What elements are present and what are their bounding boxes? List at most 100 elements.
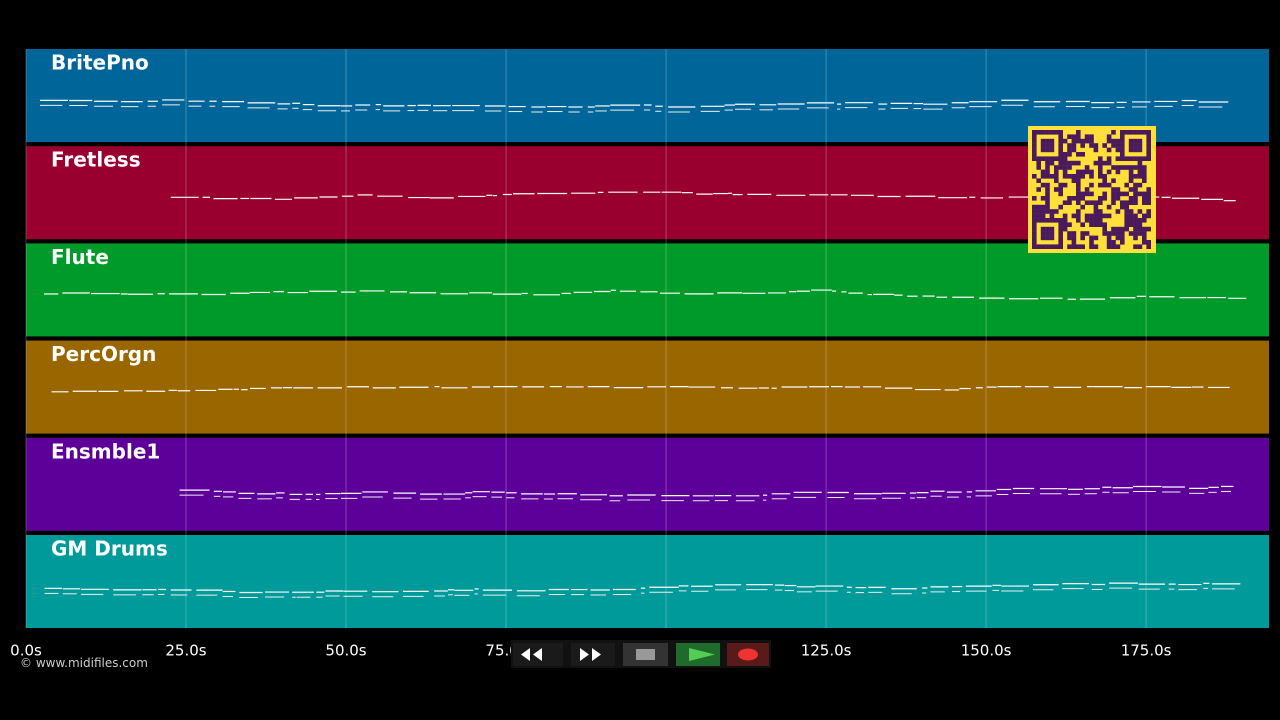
qr-cell (1115, 196, 1121, 201)
qr-cell (1032, 213, 1037, 219)
qr-cell (1133, 143, 1138, 148)
copyright: © www.midifiles.com (20, 656, 148, 670)
qr-cell (1067, 200, 1072, 205)
qr-cell (1080, 222, 1085, 227)
qr-cell (1120, 156, 1125, 161)
qr-cell (1106, 231, 1112, 236)
qr-cell (1124, 182, 1129, 188)
qr-cell (1133, 244, 1138, 249)
qr-cell (1049, 213, 1055, 219)
qr-cell (1058, 187, 1063, 192)
qr-cell (1142, 213, 1147, 219)
qr-cell (1058, 218, 1063, 223)
qr-cell (1062, 222, 1068, 227)
qr-cell (1128, 130, 1134, 135)
qr-cell (1032, 147, 1037, 153)
qr-cell (1102, 226, 1107, 232)
qr-cell (1128, 178, 1134, 183)
track-row (26, 535, 1269, 628)
qr-cell (1111, 244, 1116, 249)
qr-cell (1146, 152, 1151, 157)
qr-cell (1058, 204, 1063, 210)
qr-cell (1054, 209, 1059, 214)
qr-cell (1146, 240, 1151, 245)
qr-cell (1076, 218, 1081, 223)
qr-cell (1045, 226, 1050, 232)
qr-cell (1032, 152, 1037, 157)
x-tick-label: 175.0s (1121, 642, 1172, 660)
track-name: PercOrgn (51, 342, 156, 366)
qr-cell (1049, 147, 1055, 153)
qr-cell (1146, 196, 1151, 201)
qr-cell (1115, 138, 1121, 144)
qr-cell (1040, 147, 1046, 153)
qr-cell (1045, 174, 1050, 179)
fast-forward-button[interactable] (571, 643, 615, 666)
qr-cell (1133, 147, 1138, 153)
qr-cell (1058, 165, 1063, 170)
qr-cell (1049, 174, 1055, 179)
qr-cell (1045, 191, 1050, 197)
qr-cell (1133, 222, 1138, 227)
qr-cell (1032, 138, 1037, 144)
qr-cell (1128, 174, 1134, 179)
qr-cell (1076, 152, 1081, 157)
qr-cell (1102, 213, 1107, 219)
qr-cell (1067, 160, 1072, 166)
qr-cell (1080, 143, 1085, 148)
qr-cell (1049, 235, 1055, 241)
qr-cell (1115, 165, 1121, 170)
qr-cell (1111, 165, 1116, 170)
play-button[interactable] (676, 643, 720, 666)
qr-cell (1146, 200, 1151, 205)
qr-cell (1084, 134, 1090, 139)
qr-cell (1036, 156, 1041, 161)
qr-cell (1128, 169, 1134, 175)
qr-cell (1133, 226, 1138, 232)
record-button[interactable] (727, 643, 769, 666)
qr-cell (1076, 130, 1081, 135)
qr-cell (1106, 240, 1112, 245)
rewind-button[interactable] (513, 643, 563, 666)
qr-cell (1142, 191, 1147, 197)
qr-cell (1062, 152, 1068, 157)
qr-cell (1146, 187, 1151, 192)
qr-cell (1128, 218, 1134, 223)
qr-cell (1102, 160, 1107, 166)
qr-cell (1071, 138, 1077, 144)
qr-cell (1076, 138, 1081, 144)
qr-cell (1120, 240, 1125, 245)
qr-cell (1049, 138, 1055, 144)
qr-cell (1080, 231, 1085, 236)
qr-cell (1115, 147, 1121, 153)
qr-cell (1076, 200, 1081, 205)
qr-cell (1128, 143, 1134, 148)
track-name: Fretless (51, 148, 141, 172)
qr-cell (1137, 191, 1143, 197)
qr-cell (1133, 235, 1138, 241)
qr-cell (1032, 156, 1037, 161)
qr-cell (1032, 174, 1037, 179)
qr-cell (1115, 191, 1121, 197)
qr-cell (1036, 244, 1041, 249)
stop-button[interactable] (623, 643, 668, 666)
qr-cell (1032, 235, 1037, 241)
qr-cell (1089, 218, 1094, 223)
qr-cell (1032, 130, 1037, 135)
qr-cell (1124, 200, 1129, 205)
qr-cell (1045, 182, 1050, 188)
qr-cell (1049, 209, 1055, 214)
x-tick-label: 125.0s (801, 642, 852, 660)
qr-cell (1045, 244, 1050, 249)
qr-cell (1071, 235, 1077, 241)
qr-cell (1036, 178, 1041, 183)
qr-cell (1146, 191, 1151, 197)
qr-cell (1124, 191, 1129, 197)
qr-cell (1045, 160, 1050, 166)
qr-cell (1093, 160, 1099, 166)
transport-controls (511, 640, 771, 668)
qr-cell (1040, 231, 1046, 236)
qr-cell (1049, 143, 1055, 148)
qr-cell (1111, 226, 1116, 232)
qr-cell (1124, 226, 1129, 232)
